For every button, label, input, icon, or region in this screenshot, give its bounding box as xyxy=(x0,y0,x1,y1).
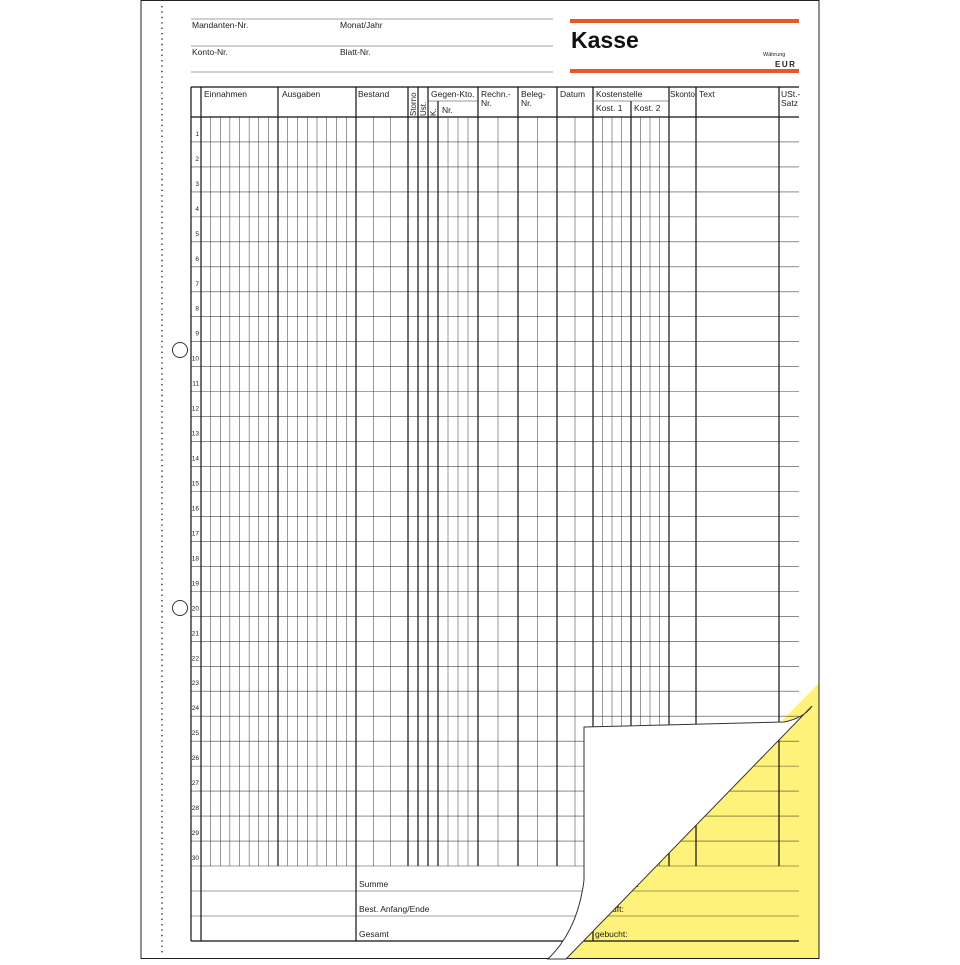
row-number: 3 xyxy=(195,181,199,188)
column-header: Kost. 2 xyxy=(634,103,661,113)
column-header: Gegen-Kto. xyxy=(431,89,474,99)
row-number: 20 xyxy=(192,605,200,612)
row-number: 12 xyxy=(192,406,200,413)
column-header: Storno xyxy=(409,92,418,116)
field-label: Konto-Nr. xyxy=(192,47,228,57)
currency-label: Währung xyxy=(763,52,785,58)
row-number: 23 xyxy=(192,680,200,687)
row-number: 19 xyxy=(192,580,200,587)
column-header: USt.- xyxy=(781,89,801,99)
punch-hole xyxy=(172,342,188,358)
row-number: 6 xyxy=(195,256,199,263)
column-header: Einnahmen xyxy=(204,89,247,99)
column-header: Kostenstelle xyxy=(596,89,643,99)
field-label: Mandanten-Nr. xyxy=(192,20,248,30)
punch-hole xyxy=(172,600,188,616)
row-number: 18 xyxy=(192,555,200,562)
row-number: 30 xyxy=(192,855,200,862)
column-header: Kost. 1 xyxy=(596,103,623,113)
row-number: 29 xyxy=(192,830,200,837)
footer-label: Best. Anfang/Ende xyxy=(359,904,430,914)
row-number: 11 xyxy=(192,381,199,388)
column-header: Nr. xyxy=(442,105,453,115)
column-header: Datum xyxy=(560,89,585,99)
row-number: 16 xyxy=(192,505,200,512)
header-lines xyxy=(191,18,553,73)
row-number: 13 xyxy=(192,431,200,438)
row-number: 15 xyxy=(192,481,200,488)
footer-label: Summe xyxy=(359,879,389,889)
row-number: 9 xyxy=(195,331,199,338)
row-number: 27 xyxy=(192,780,200,787)
column-header: Bestand xyxy=(358,89,389,99)
row-number: 4 xyxy=(195,206,199,213)
row-number: 22 xyxy=(192,655,200,662)
column-header: Rechn.- xyxy=(481,89,511,99)
row-number: 17 xyxy=(192,530,200,537)
accent-bar xyxy=(570,19,799,23)
row-number: 21 xyxy=(192,630,200,637)
page-curl xyxy=(546,683,819,960)
column-header: Ust. xyxy=(419,102,428,116)
row-number: 7 xyxy=(195,281,199,288)
row-number: 10 xyxy=(192,356,200,363)
row-number: 25 xyxy=(192,730,200,737)
form-title: Kasse xyxy=(571,27,639,53)
table-grid: 1234567891011121314151617181920212223242… xyxy=(190,86,799,942)
row-number: 2 xyxy=(195,156,199,163)
column-header: Nr. xyxy=(481,98,492,108)
row-number: 28 xyxy=(192,805,200,812)
row-number: 24 xyxy=(192,705,200,712)
column-header: K. xyxy=(429,108,438,116)
folded-flap xyxy=(546,705,813,960)
footer-label: Gesamt xyxy=(359,929,389,939)
column-header: Text xyxy=(699,89,715,99)
column-header: Nr. xyxy=(521,98,532,108)
column-header: Skonto xyxy=(670,90,695,99)
column-header: Satz xyxy=(781,98,798,108)
field-label: Monat/Jahr xyxy=(340,20,383,30)
field-label: Blatt-Nr. xyxy=(340,47,371,57)
column-header: Beleg- xyxy=(521,89,546,99)
row-number: 1 xyxy=(195,131,199,138)
accent-bar xyxy=(570,69,799,73)
column-header: Ausgaben xyxy=(282,89,321,99)
row-number: 8 xyxy=(195,306,199,313)
row-number: 26 xyxy=(192,755,200,762)
currency: EUR xyxy=(775,60,796,69)
row-number: 14 xyxy=(192,456,200,463)
row-number: 5 xyxy=(195,231,199,238)
